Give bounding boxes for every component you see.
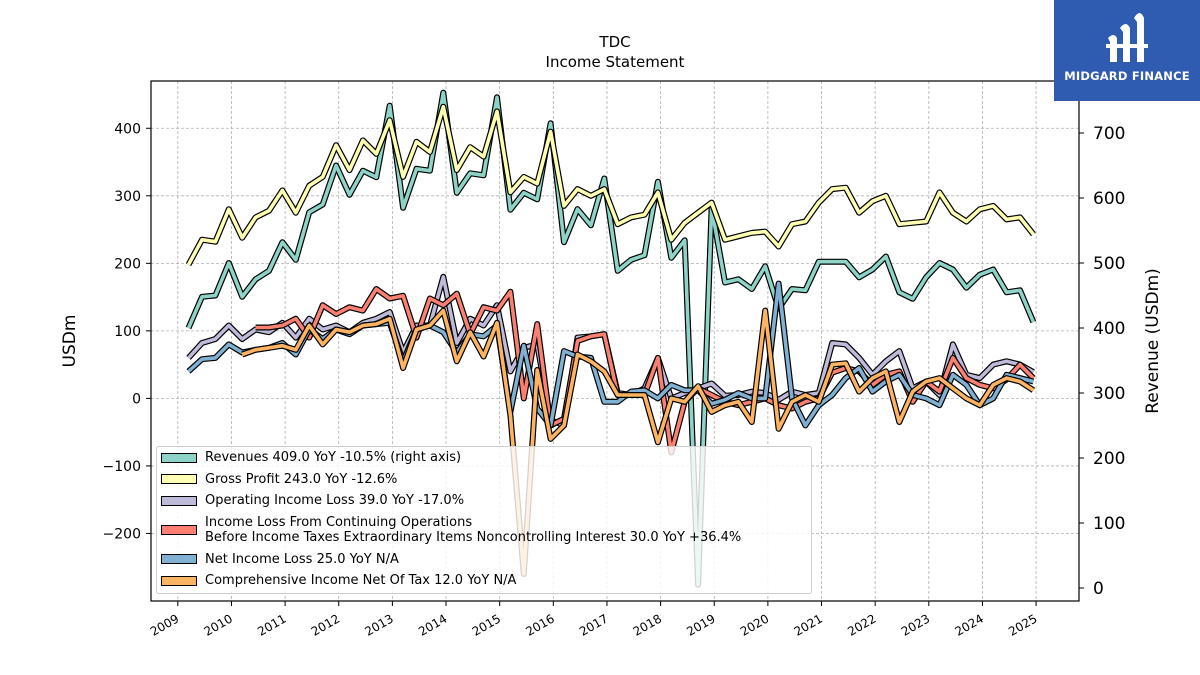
x-tick-label: 2011 bbox=[255, 611, 288, 638]
series-line-1 bbox=[186, 104, 1035, 266]
series-lines bbox=[185, 89, 1037, 588]
x-tick-label: 2010 bbox=[202, 611, 235, 638]
legend-swatch bbox=[161, 495, 197, 506]
y-right-tick-label: 200 bbox=[1093, 449, 1125, 469]
logo-mark-icon bbox=[1106, 13, 1148, 62]
chart-subtitle: Income Statement bbox=[546, 53, 685, 71]
legend-swatch bbox=[161, 525, 197, 535]
y-tick-label: 0 bbox=[132, 391, 141, 407]
series-outline-3 bbox=[255, 286, 1036, 456]
legend-item-comprehensive-income: Comprehensive Income Net Of Tax 12.0 YoY… bbox=[161, 573, 805, 589]
y-tick-label: −100 bbox=[103, 459, 141, 475]
x-tick-label: 2025 bbox=[1006, 611, 1039, 638]
y-right-tick-label: 700 bbox=[1093, 124, 1125, 144]
series-line-0 bbox=[186, 90, 1036, 587]
legend-label: Gross Profit 243.0 YoY -12.6% bbox=[205, 471, 398, 487]
x-tick-label: 2024 bbox=[952, 611, 985, 638]
legend-label: Revenues 409.0 YoY -10.5% (right axis) bbox=[205, 450, 462, 465]
x-tick-label: 2020 bbox=[738, 611, 771, 638]
x-tick-label: 2016 bbox=[523, 611, 556, 638]
y-tick-label: 300 bbox=[114, 189, 141, 205]
y-right-tick-label: 500 bbox=[1093, 254, 1125, 274]
legend-item-revenues: Revenues 409.0 YoY -10.5% (right axis) bbox=[161, 450, 805, 466]
y-axis-label-right: Revenue (USDm) bbox=[1143, 268, 1163, 414]
x-tick-label: 2018 bbox=[631, 611, 664, 638]
legend-swatch bbox=[161, 474, 197, 485]
series-line-5 bbox=[241, 308, 1035, 576]
chart-title: TDC bbox=[598, 33, 630, 51]
legend-label: Income Loss From Continuing Operations B… bbox=[205, 514, 742, 546]
x-tick-label: 2017 bbox=[577, 611, 610, 638]
x-tick-label: 2012 bbox=[309, 611, 342, 638]
chart-legend: Revenues 409.0 YoY -10.5% (right axis) G… bbox=[156, 446, 812, 594]
series-line-3 bbox=[255, 287, 1035, 455]
x-tick-label: 2019 bbox=[684, 611, 717, 638]
y-right-tick-label: 0 bbox=[1093, 579, 1104, 599]
legend-label: Net Income Loss 25.0 YoY N/A bbox=[205, 551, 399, 567]
legend-swatch bbox=[161, 554, 197, 565]
legend-item-pretax-income: Income Loss From Continuing Operations B… bbox=[161, 515, 805, 546]
x-tick-label: 2014 bbox=[416, 611, 449, 638]
x-tick-label: 2023 bbox=[899, 611, 932, 638]
x-axis: 2009 2010 2011 2012 2013 2014 2015 2016 2017 2018… bbox=[148, 601, 1040, 639]
brand-logo: MIDGARD FINANCE bbox=[1054, 0, 1200, 101]
legend-item-net-income: Net Income Loss 25.0 YoY N/A bbox=[161, 552, 805, 568]
legend-swatch bbox=[161, 452, 197, 463]
legend-swatch bbox=[161, 575, 197, 586]
legend-item-operating-income: Operating Income Loss 39.0 YoY -17.0% bbox=[161, 493, 805, 509]
y-tick-label: 400 bbox=[114, 121, 141, 137]
x-tick-label: 2015 bbox=[470, 611, 503, 638]
x-tick-label: 2021 bbox=[792, 611, 825, 638]
brand-name: MIDGARD FINANCE bbox=[1064, 69, 1190, 83]
y-tick-label: −200 bbox=[103, 526, 141, 542]
y-right-tick-label: 400 bbox=[1093, 319, 1125, 339]
y-right-tick-label: 100 bbox=[1093, 514, 1125, 534]
x-tick-label: 2022 bbox=[845, 611, 878, 638]
legend-label: Operating Income Loss 39.0 YoY -17.0% bbox=[205, 493, 465, 508]
plot-frame bbox=[150, 80, 1080, 602]
right-axis: 0 100 200 300 400 500 600 700 bbox=[1079, 124, 1125, 599]
y-tick-label: 200 bbox=[114, 256, 141, 272]
y-axis-label-left: USDm bbox=[60, 315, 80, 368]
x-tick-label: 2009 bbox=[148, 611, 181, 638]
x-tick-label: 2013 bbox=[362, 611, 395, 638]
y-tick-label: 100 bbox=[114, 324, 141, 340]
left-axis: −200 −100 0 100 200 300 400 bbox=[103, 121, 151, 542]
legend-item-gross-profit: Gross Profit 243.0 YoY -12.6% bbox=[161, 472, 805, 488]
y-right-tick-label: 300 bbox=[1093, 384, 1125, 404]
y-right-tick-label: 600 bbox=[1093, 189, 1125, 209]
legend-label: Comprehensive Income Net Of Tax 12.0 YoY… bbox=[205, 573, 517, 588]
